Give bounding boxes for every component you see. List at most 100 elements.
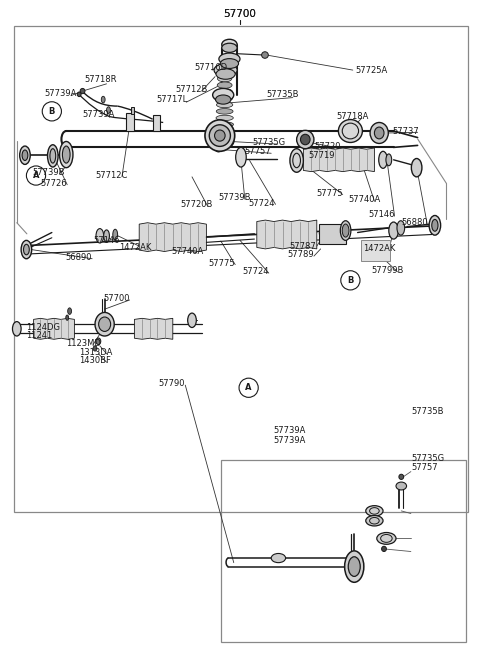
Ellipse shape [66, 315, 69, 320]
Text: 57717L: 57717L [156, 95, 187, 104]
Ellipse shape [399, 474, 404, 479]
Text: 57787: 57787 [289, 242, 316, 251]
Text: 57775: 57775 [317, 189, 343, 198]
Text: 57146: 57146 [94, 236, 120, 245]
Ellipse shape [77, 92, 81, 97]
Ellipse shape [374, 127, 384, 139]
Ellipse shape [366, 515, 383, 526]
Ellipse shape [215, 130, 225, 141]
Ellipse shape [386, 154, 392, 166]
Text: 57799B: 57799B [371, 266, 403, 275]
Ellipse shape [214, 64, 237, 77]
Text: 57712B: 57712B [175, 84, 207, 94]
Bar [126, 113, 134, 131]
Text: 57724: 57724 [242, 267, 269, 276]
Bar [319, 224, 346, 244]
Ellipse shape [95, 312, 114, 336]
Ellipse shape [80, 88, 85, 94]
Bar [14, 26, 468, 512]
Bar [221, 460, 466, 642]
Ellipse shape [262, 52, 268, 58]
Ellipse shape [113, 229, 118, 240]
Text: 57735B: 57735B [266, 90, 299, 100]
Ellipse shape [345, 551, 364, 582]
Ellipse shape [297, 130, 314, 149]
Ellipse shape [340, 221, 351, 240]
Ellipse shape [101, 96, 105, 103]
Text: 57725A: 57725A [355, 66, 387, 75]
Text: 56880: 56880 [401, 218, 428, 227]
Text: 11241: 11241 [26, 331, 53, 340]
Ellipse shape [216, 95, 231, 104]
Text: 57716D: 57716D [194, 63, 228, 72]
Text: 57757: 57757 [412, 463, 438, 472]
Ellipse shape [210, 134, 234, 149]
Ellipse shape [209, 124, 230, 146]
Ellipse shape [216, 122, 233, 127]
Text: 57700: 57700 [224, 9, 256, 20]
Text: 1124DG: 1124DG [26, 323, 60, 332]
Text: 57789: 57789 [287, 250, 313, 259]
Ellipse shape [397, 221, 405, 235]
Text: 1123MD: 1123MD [66, 339, 101, 348]
Text: 57739A: 57739A [274, 426, 306, 436]
Ellipse shape [205, 120, 235, 151]
Ellipse shape [50, 149, 56, 163]
Ellipse shape [220, 58, 239, 69]
Ellipse shape [188, 313, 196, 328]
Ellipse shape [370, 122, 388, 143]
Ellipse shape [107, 107, 110, 113]
Text: 57790: 57790 [158, 379, 185, 388]
Ellipse shape [411, 159, 422, 177]
Ellipse shape [60, 141, 73, 168]
Text: 57739A: 57739A [274, 436, 306, 445]
Ellipse shape [236, 147, 246, 167]
Text: 57718A: 57718A [336, 112, 368, 121]
Ellipse shape [290, 149, 303, 172]
Text: 56890: 56890 [65, 253, 92, 262]
Text: 1472AK: 1472AK [363, 244, 395, 253]
Ellipse shape [382, 546, 386, 552]
Text: A: A [245, 383, 252, 392]
Polygon shape [257, 220, 317, 249]
Polygon shape [303, 148, 374, 172]
Ellipse shape [93, 346, 97, 351]
Text: A: A [33, 171, 39, 180]
Text: 57735G: 57735G [252, 138, 285, 147]
Text: 57720: 57720 [314, 142, 341, 151]
Ellipse shape [432, 219, 438, 231]
Ellipse shape [216, 102, 233, 107]
Ellipse shape [271, 553, 286, 563]
Text: 57718R: 57718R [84, 75, 117, 84]
Bar [153, 115, 160, 131]
Text: 57739A: 57739A [44, 89, 76, 98]
Text: B: B [347, 276, 354, 285]
Ellipse shape [300, 134, 310, 145]
Text: 57740A: 57740A [348, 195, 381, 204]
Ellipse shape [216, 69, 235, 79]
Text: 57737: 57737 [393, 126, 420, 136]
Text: 57740A: 57740A [171, 247, 203, 256]
Ellipse shape [22, 150, 28, 160]
Ellipse shape [217, 75, 232, 82]
Text: 1313DA: 1313DA [79, 348, 113, 357]
Ellipse shape [48, 145, 58, 167]
Text: 57739B: 57739B [33, 168, 65, 177]
Text: 1430BF: 1430BF [79, 356, 111, 365]
Ellipse shape [216, 109, 233, 114]
Text: 57757: 57757 [245, 147, 271, 157]
Ellipse shape [377, 533, 396, 544]
Text: 57739B: 57739B [218, 193, 251, 202]
Text: 57775: 57775 [209, 259, 235, 268]
Ellipse shape [429, 215, 441, 235]
Polygon shape [134, 318, 173, 339]
Ellipse shape [348, 557, 360, 576]
Text: 1472AK: 1472AK [119, 243, 151, 252]
Ellipse shape [62, 146, 70, 163]
Ellipse shape [96, 229, 104, 243]
Text: 57700: 57700 [103, 294, 130, 303]
Text: 57720B: 57720B [180, 200, 213, 209]
Bar [361, 240, 390, 261]
Ellipse shape [222, 39, 237, 50]
Ellipse shape [104, 230, 109, 242]
